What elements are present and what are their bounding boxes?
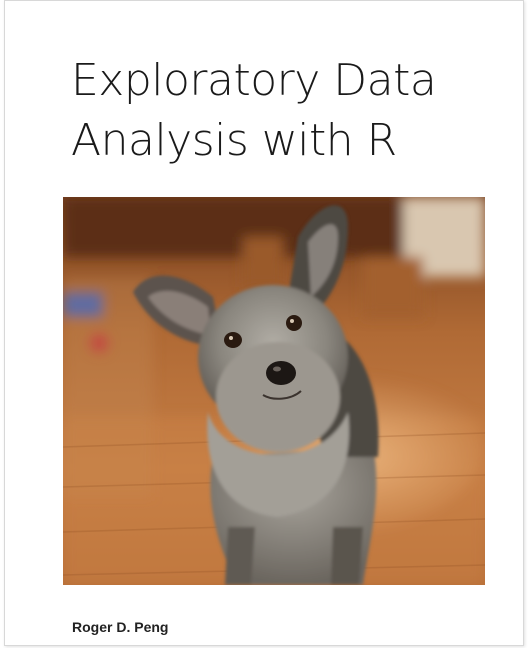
dog-photo-icon: [63, 197, 485, 585]
book-title-line-2: Analysis with R: [71, 115, 397, 166]
book-title: Exploratory Data Analysis with R: [71, 51, 511, 171]
cover-photo: [63, 197, 485, 585]
book-title-line-1: Exploratory Data: [71, 55, 437, 106]
book-cover: Exploratory Data Analysis with R: [4, 0, 524, 646]
author-name: Roger D. Peng: [72, 619, 169, 635]
